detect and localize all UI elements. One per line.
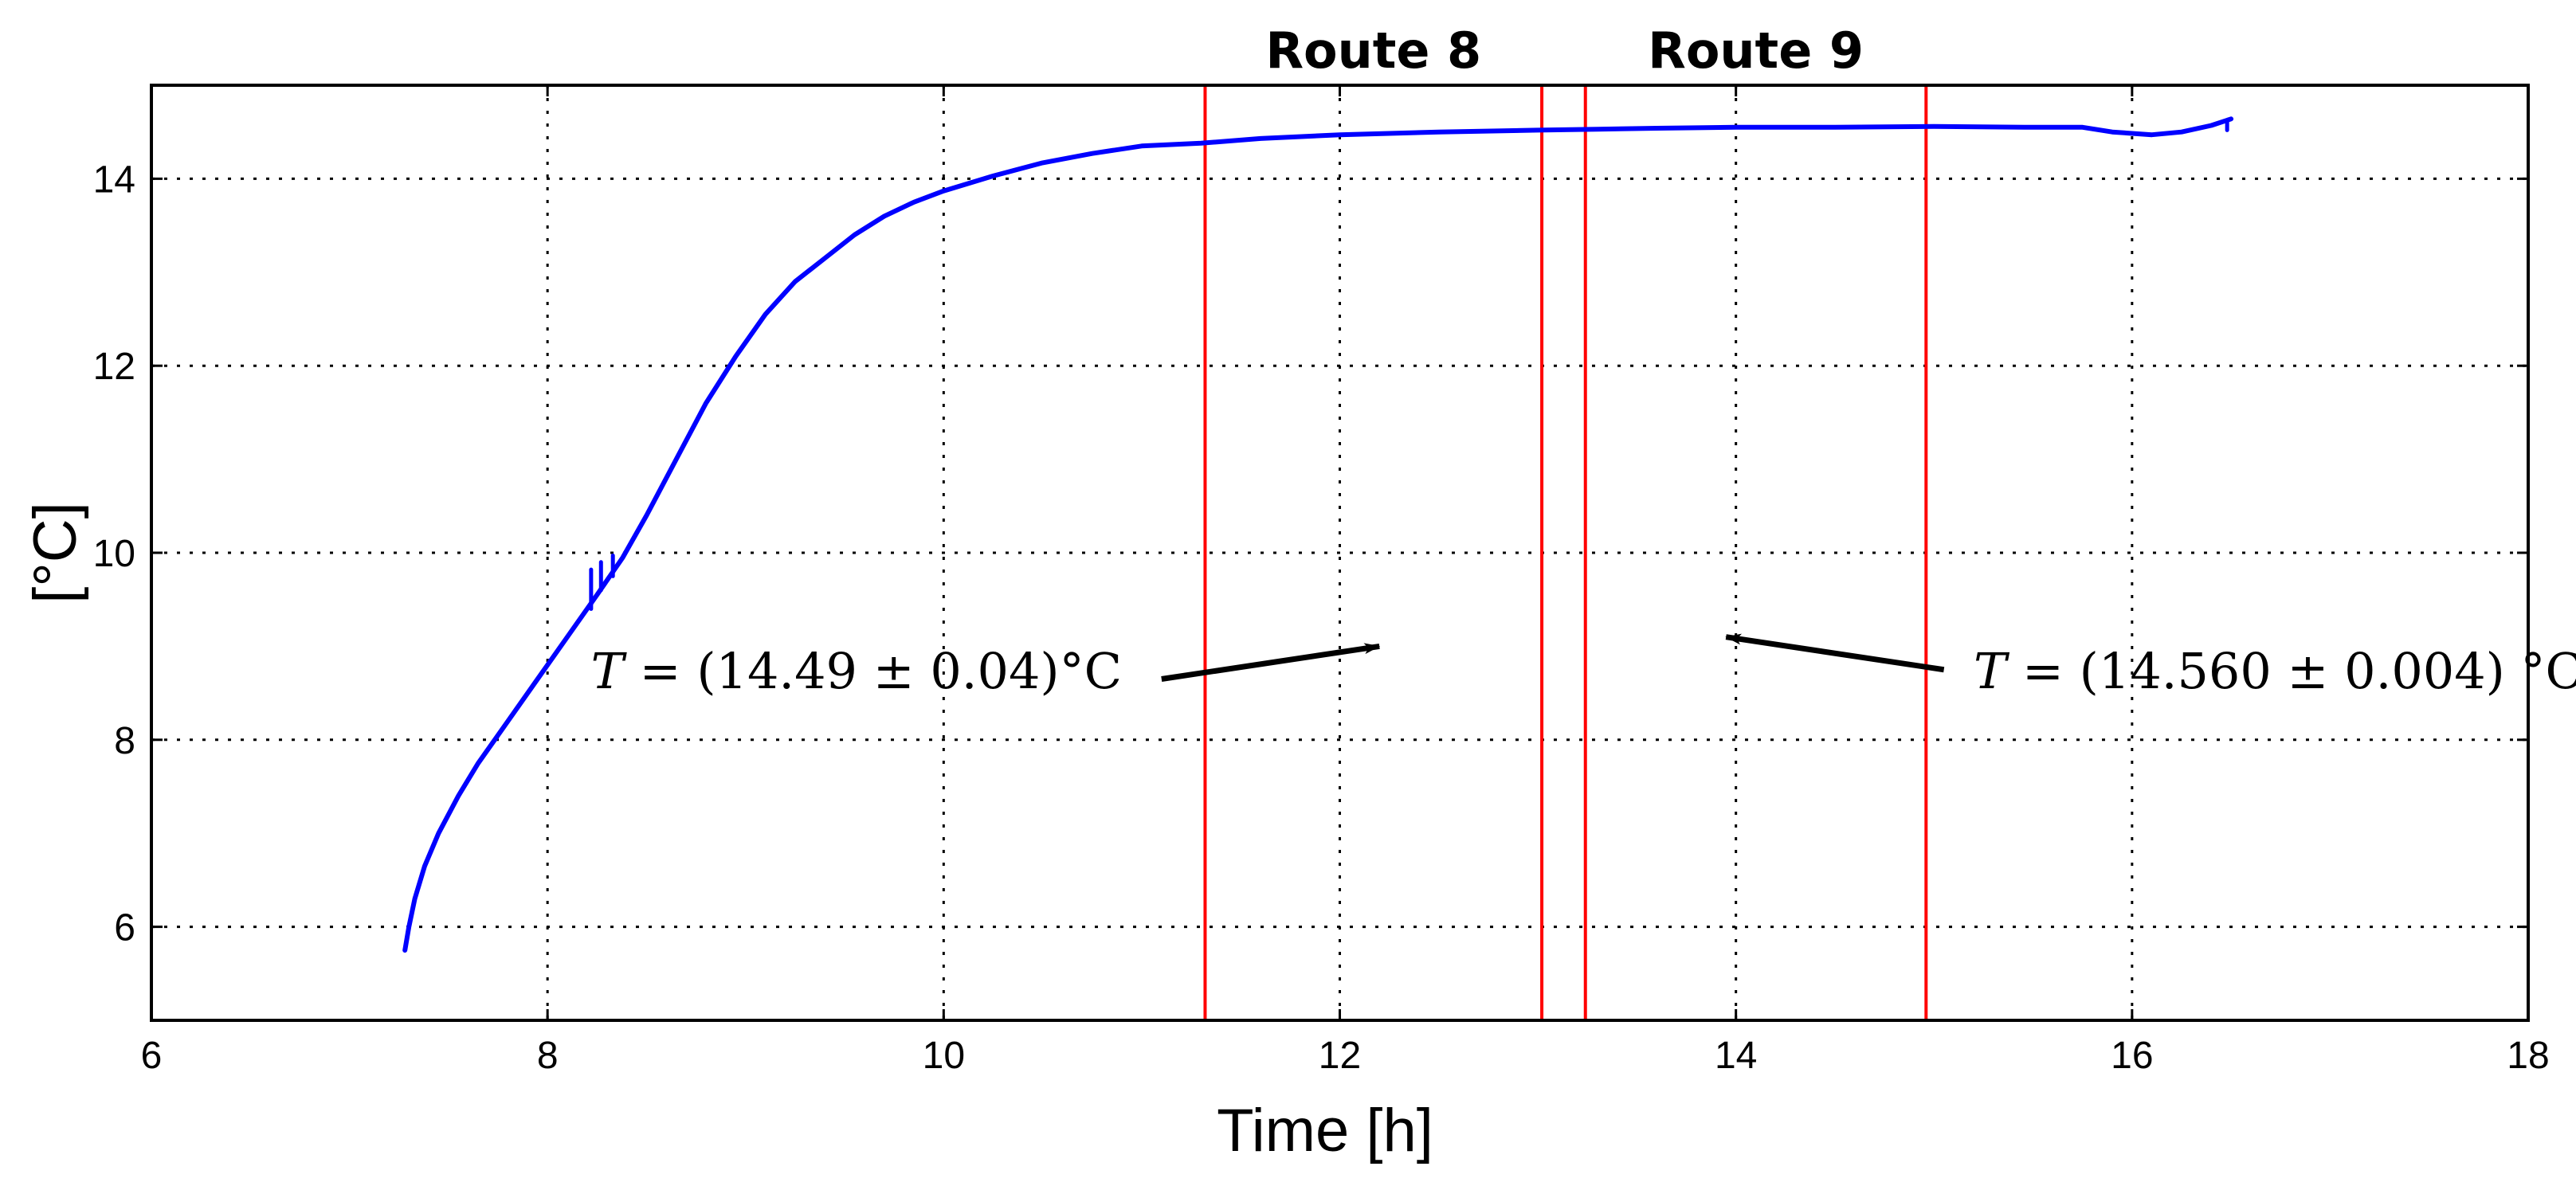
annotation-value: = (14.560 ± 0.004) °C bbox=[2006, 642, 2576, 700]
annotation-arrow bbox=[1161, 643, 1381, 682]
route-boundary-lines bbox=[1203, 85, 1928, 1020]
annotation-text: T = (14.560 ± 0.004) °C bbox=[1974, 642, 2576, 700]
grid-lines bbox=[151, 85, 2528, 1020]
axis-ticks: 6 8 10 12 14 16 18 6 8 10 12 14 bbox=[93, 85, 2550, 1077]
x-tick-label: 18 bbox=[2507, 1035, 2549, 1077]
temperature-series-line bbox=[402, 116, 2234, 953]
annotation-symbol: T bbox=[1974, 642, 2010, 700]
route-label: Route 9 bbox=[1648, 22, 1864, 80]
x-tick-label: 10 bbox=[923, 1035, 965, 1077]
series-layer bbox=[402, 116, 2234, 953]
annotation-text: T = (14.49 ± 0.04)°C bbox=[591, 642, 1122, 700]
x-tick-label: 6 bbox=[141, 1035, 163, 1077]
y-tick-label: 10 bbox=[93, 533, 135, 575]
x-tick-label: 12 bbox=[1319, 1035, 1361, 1077]
annotations: Route 8 Route 9T = (14.49 ± 0.04)°C T = (1… bbox=[591, 22, 2576, 700]
y-tick-label: 8 bbox=[114, 720, 135, 762]
annotation-value: = (14.49 ± 0.04)°C bbox=[624, 642, 1122, 700]
y-tick-label: 12 bbox=[93, 346, 135, 388]
annotation-arrow bbox=[1725, 633, 1945, 673]
x-tick-label: 16 bbox=[2111, 1035, 2153, 1077]
route-label: Route 8 bbox=[1265, 22, 1481, 80]
annotation-symbol: T bbox=[591, 642, 628, 700]
x-axis-label: Time [h] bbox=[1217, 1097, 1433, 1164]
y-tick-label: 14 bbox=[93, 159, 135, 201]
x-tick-label: 8 bbox=[537, 1035, 559, 1077]
y-axis-label: [°C] bbox=[22, 502, 89, 604]
y-tick-label: 6 bbox=[114, 907, 135, 949]
x-tick-label: 14 bbox=[1715, 1035, 1757, 1077]
